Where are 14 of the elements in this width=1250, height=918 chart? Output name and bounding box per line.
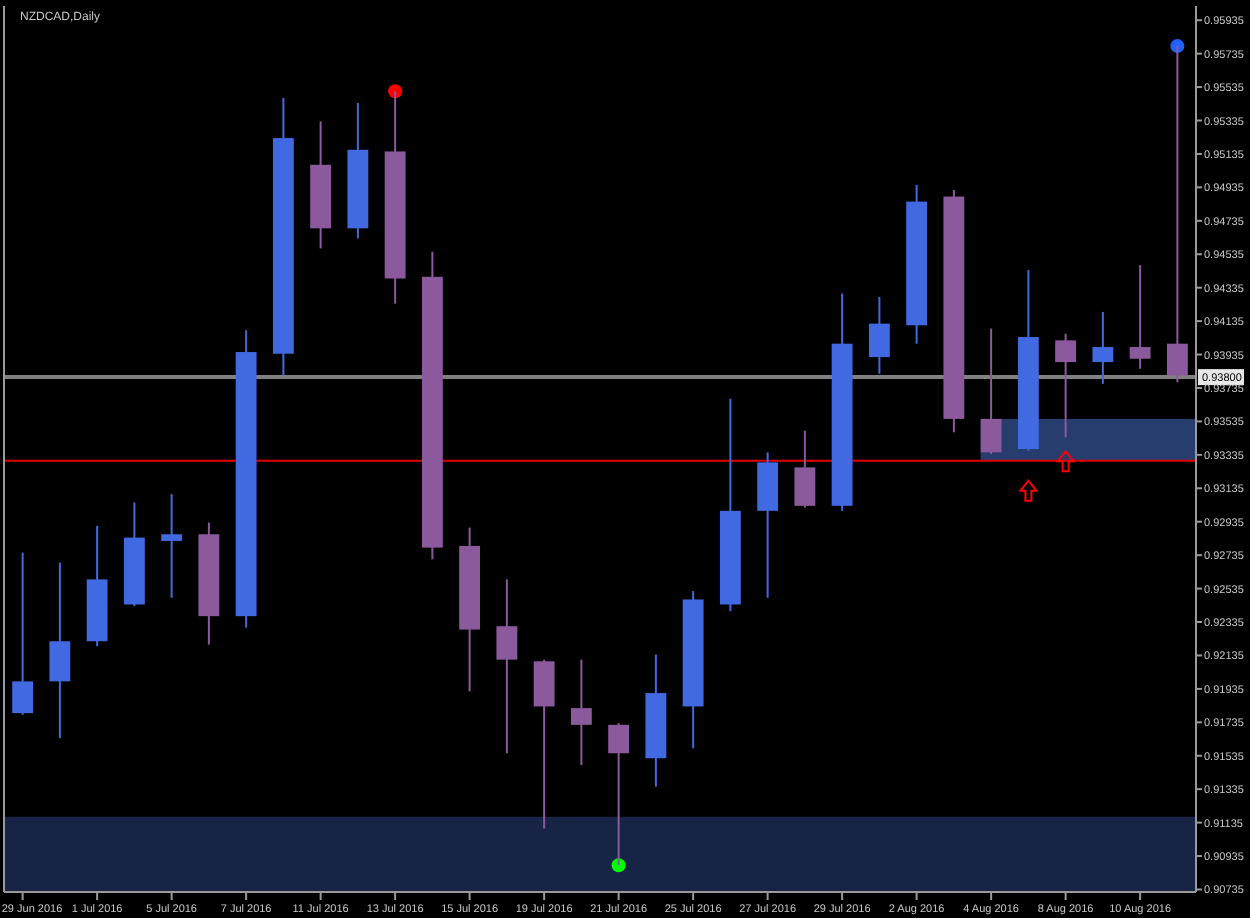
candlestick — [49, 561, 71, 740]
point — [1170, 39, 1185, 54]
candlestick — [1129, 264, 1151, 370]
candlestick — [1055, 332, 1077, 439]
point — [388, 84, 403, 99]
candlestick — [868, 295, 890, 375]
candlestick — [161, 493, 183, 599]
candlestick — [794, 429, 816, 509]
candlestick — [1092, 310, 1114, 385]
candlestick — [496, 578, 518, 755]
candlestick — [570, 658, 592, 766]
candlestick — [533, 658, 555, 830]
candlestick — [12, 551, 34, 716]
candlestick — [980, 327, 1002, 456]
